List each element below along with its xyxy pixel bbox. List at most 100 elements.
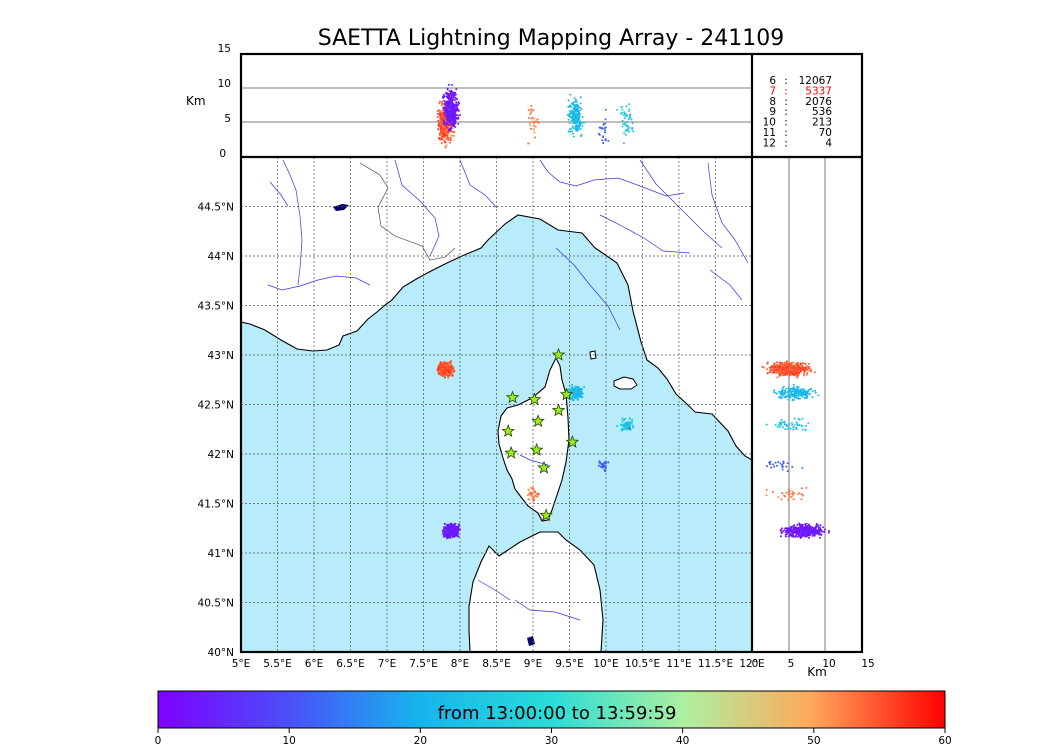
lightning-source bbox=[820, 533, 823, 536]
lightning-source bbox=[793, 492, 795, 495]
stat-source-count: 4 bbox=[825, 137, 832, 149]
lightning-source bbox=[763, 366, 766, 369]
lightning-source bbox=[443, 112, 446, 115]
lightning-source bbox=[792, 534, 795, 536]
lightning-source bbox=[447, 132, 450, 135]
lightning-source bbox=[574, 110, 577, 113]
lightning-source bbox=[624, 129, 627, 132]
lightning-source bbox=[451, 97, 454, 100]
colorbar-tick-label: 60 bbox=[938, 735, 951, 747]
lightning-source bbox=[452, 116, 455, 119]
side-xlabel: Km bbox=[807, 665, 827, 679]
stat-separator: : bbox=[784, 75, 788, 87]
lightning-source bbox=[765, 494, 768, 497]
lightning-source bbox=[828, 531, 830, 534]
lightning-source bbox=[527, 498, 531, 501]
lightning-source bbox=[792, 494, 795, 496]
lightning-source bbox=[769, 463, 771, 466]
lightning-source bbox=[447, 104, 450, 107]
lightning-source bbox=[620, 423, 623, 426]
mainland-land bbox=[241, 157, 752, 461]
lightning-source bbox=[604, 131, 607, 134]
lightning-source bbox=[574, 121, 577, 124]
lightning-source bbox=[532, 499, 536, 502]
lightning-source bbox=[452, 131, 455, 134]
lightning-source bbox=[774, 366, 777, 369]
lightning-source bbox=[782, 394, 784, 397]
lightning-source bbox=[579, 102, 582, 105]
corsica-land bbox=[497, 356, 570, 522]
lightning-source bbox=[781, 465, 784, 468]
lightning-source bbox=[620, 113, 623, 115]
lightning-source bbox=[581, 395, 584, 398]
lightning-source bbox=[457, 101, 460, 104]
lightning-source bbox=[807, 422, 810, 425]
lightning-source bbox=[449, 117, 452, 120]
lightning-source bbox=[573, 116, 576, 119]
lightning-source bbox=[440, 137, 443, 140]
lightning-source bbox=[449, 141, 451, 144]
lightning-source bbox=[788, 427, 791, 430]
lightning-source bbox=[569, 130, 572, 133]
lightning-source bbox=[790, 421, 793, 424]
lightning-source bbox=[623, 418, 626, 421]
lightning-source bbox=[801, 493, 804, 496]
lightning-source bbox=[821, 530, 824, 533]
lightning-source bbox=[787, 499, 790, 502]
lightning-source bbox=[456, 98, 459, 101]
lightning-source bbox=[603, 127, 606, 130]
lightning-source bbox=[597, 132, 600, 135]
lightning-source bbox=[457, 122, 460, 125]
stat-station-count: 8 bbox=[769, 96, 776, 108]
lightning-source bbox=[454, 97, 457, 100]
lightning-source bbox=[628, 127, 630, 129]
lightning-source bbox=[776, 376, 779, 379]
lightning-source bbox=[570, 120, 573, 122]
lightning-source bbox=[816, 531, 819, 534]
stat-separator: : bbox=[784, 127, 788, 139]
lightning-source bbox=[622, 142, 625, 145]
lightning-source bbox=[806, 371, 809, 374]
lightning-source bbox=[530, 493, 533, 497]
lightning-source bbox=[631, 126, 634, 129]
lightning-source bbox=[446, 87, 449, 90]
lightning-source bbox=[765, 423, 768, 426]
lightning-source bbox=[569, 127, 572, 130]
lightning-source bbox=[800, 389, 803, 392]
lightning-source bbox=[455, 88, 458, 91]
lightning-source bbox=[603, 468, 606, 471]
lightning-source bbox=[801, 428, 804, 431]
lightning-source bbox=[567, 130, 570, 133]
lightning-source bbox=[783, 373, 786, 376]
lightning-source bbox=[453, 530, 456, 533]
lightning-source bbox=[626, 129, 629, 131]
lightning-source bbox=[789, 525, 792, 528]
lightning-source bbox=[778, 426, 781, 429]
lightning-source bbox=[604, 126, 607, 129]
lightning-source bbox=[788, 389, 790, 392]
lightning-source bbox=[787, 398, 790, 401]
lightning-source bbox=[573, 119, 576, 122]
lightning-source bbox=[792, 383, 795, 386]
lightning-source bbox=[443, 122, 446, 125]
lightning-source bbox=[780, 363, 783, 366]
lightning-source bbox=[785, 387, 788, 390]
longitude-tick-labels: 5°E 5.5°E 6°E 6.5°E 7°E 7.5°E 8°E 8.5°E 9°E 9.5°E… bbox=[232, 658, 765, 670]
longitude-tick-label: 6.5°E bbox=[336, 658, 365, 670]
lightning-source bbox=[531, 488, 535, 491]
lightning-source bbox=[449, 93, 452, 96]
lightning-source bbox=[784, 389, 786, 392]
lightning-source bbox=[808, 366, 811, 369]
lightning-source bbox=[795, 394, 798, 397]
longitude-tick-label: 9°E bbox=[524, 658, 543, 670]
lightning-source bbox=[784, 535, 787, 538]
lightning-source bbox=[783, 423, 786, 426]
lightning-source bbox=[601, 463, 604, 466]
lightning-source bbox=[448, 361, 451, 364]
lightning-source bbox=[810, 370, 813, 373]
stat-station-count: 9 bbox=[769, 106, 776, 118]
lightning-source bbox=[442, 531, 445, 535]
lightning-source bbox=[793, 388, 796, 391]
lightning-source bbox=[598, 460, 601, 463]
lightning-source bbox=[450, 91, 453, 94]
